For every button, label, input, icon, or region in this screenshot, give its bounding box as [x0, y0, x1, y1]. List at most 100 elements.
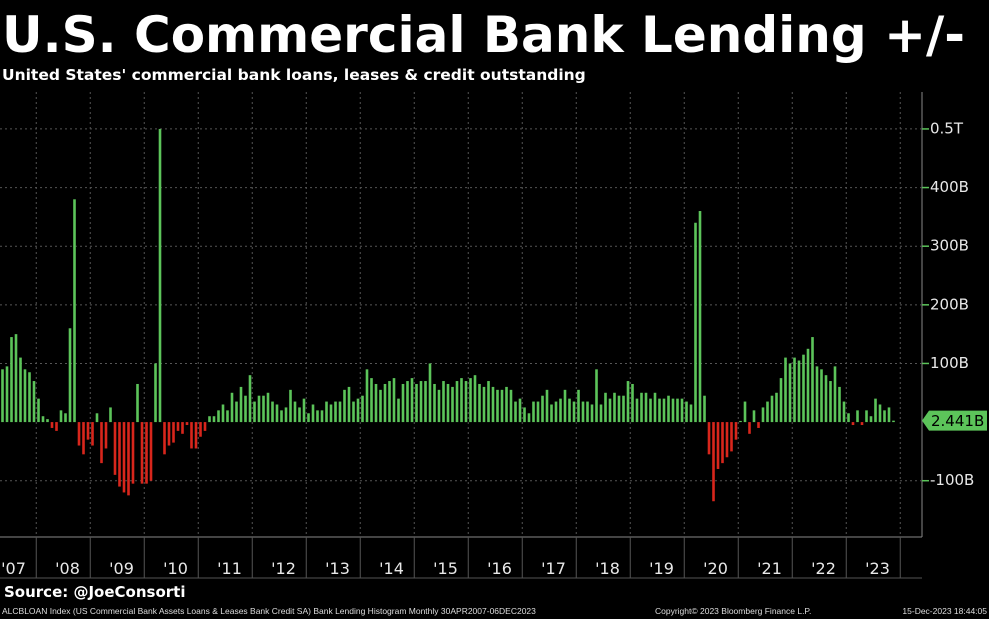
bar: [635, 398, 639, 423]
bar: [50, 422, 54, 428]
bar: [127, 422, 130, 496]
bar: [32, 381, 36, 423]
bar: [343, 389, 346, 423]
x-tick-label: '12: [271, 559, 296, 578]
bar: [721, 422, 724, 464]
bar: [820, 369, 823, 423]
bar: [644, 392, 648, 423]
bar: [761, 407, 765, 423]
bar: [104, 422, 108, 449]
bar: [419, 381, 423, 423]
x-tick-label: '21: [757, 559, 782, 578]
bar: [361, 395, 364, 423]
bar: [604, 392, 607, 423]
bar: [316, 410, 319, 423]
bar: [640, 392, 643, 423]
bar: [226, 410, 229, 423]
bar: [244, 395, 247, 423]
chart-title: U.S. Commercial Bank Lending +/-: [2, 6, 965, 64]
bar: [388, 381, 391, 423]
bar: [302, 398, 306, 423]
bar: [532, 401, 535, 423]
x-tick-label: '20: [703, 559, 728, 578]
bar: [568, 398, 571, 423]
bar: [1, 369, 4, 423]
bar: [559, 398, 562, 423]
bar: [572, 401, 576, 423]
bar: [478, 383, 481, 423]
bar: [676, 398, 679, 423]
bar: [545, 389, 549, 423]
bar: [356, 398, 360, 423]
bar: [266, 392, 270, 423]
bar: [406, 381, 409, 423]
bar: [163, 422, 166, 455]
x-tick-label: '23: [865, 559, 890, 578]
bar: [613, 392, 616, 423]
footer-left: ALCBLOAN Index (US Commercial Bank Asset…: [2, 606, 536, 616]
y-tick-label: 300B: [930, 237, 969, 255]
bar: [446, 383, 450, 423]
bar: [298, 407, 301, 423]
bar: [95, 413, 99, 423]
bar: [329, 404, 333, 423]
bar: [190, 422, 193, 449]
bar: [100, 422, 103, 464]
x-tick-label: '16: [487, 559, 512, 578]
y-tick-label: 400B: [930, 178, 969, 196]
bar: [662, 398, 666, 423]
bar: [415, 383, 418, 423]
bar: [496, 389, 499, 423]
bar: [257, 395, 261, 423]
bar: [712, 422, 715, 502]
bar: [64, 413, 67, 423]
bar: [280, 410, 283, 423]
x-tick-label: '14: [379, 559, 404, 578]
bar: [433, 383, 436, 423]
bar: [176, 422, 180, 431]
bar: [491, 386, 495, 423]
bar: [595, 369, 598, 423]
bar: [59, 410, 63, 423]
bar: [824, 375, 828, 423]
bar: [775, 392, 778, 423]
bar: [235, 401, 238, 423]
bar: [743, 401, 747, 423]
y-tick-label: 100B: [930, 354, 969, 372]
bar: [397, 398, 400, 423]
bar: [82, 422, 85, 455]
bar: [68, 328, 72, 423]
bar: [892, 420, 895, 423]
bar: [851, 422, 855, 426]
bar: [370, 378, 373, 423]
bar: [734, 422, 738, 440]
bar: [383, 383, 387, 423]
bar: [19, 357, 22, 423]
bar: [815, 366, 819, 423]
bar: [649, 398, 652, 423]
bar: [145, 422, 148, 484]
bar: [505, 386, 508, 423]
bar: [518, 398, 522, 423]
y-tick-label: -100B: [930, 471, 974, 489]
bar: [779, 378, 783, 423]
source: Source: @JoeConsorti: [4, 583, 185, 601]
bar: [469, 378, 472, 423]
bar: [275, 404, 279, 423]
last-value-label: 2.441B: [931, 412, 984, 430]
bar: [113, 422, 117, 475]
bar: [172, 422, 175, 443]
bar: [460, 378, 463, 423]
bar: [401, 383, 405, 423]
bar: [748, 422, 751, 434]
bar: [149, 422, 153, 481]
bar: [833, 366, 837, 423]
bar: [806, 348, 810, 423]
bar: [230, 392, 234, 423]
bar: [136, 383, 139, 423]
bar: [842, 401, 846, 423]
x-tick-label: '19: [649, 559, 674, 578]
x-tick-label: '07: [1, 559, 26, 578]
